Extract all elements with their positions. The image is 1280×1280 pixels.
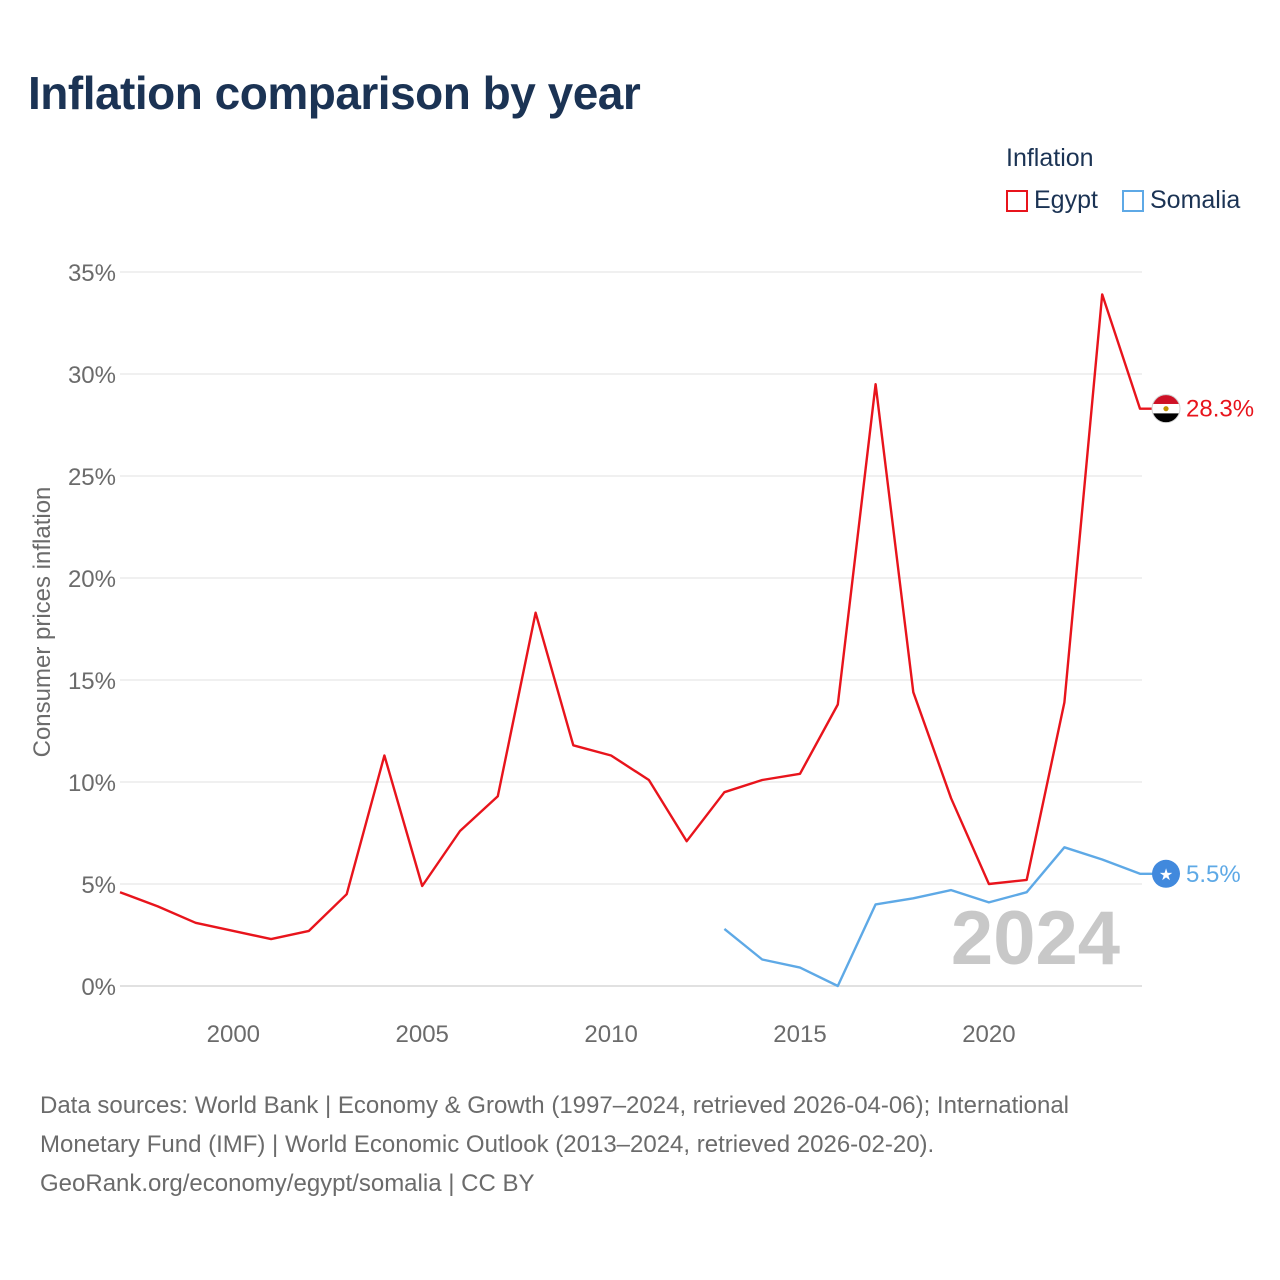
end-label-egypt: 28.3%: [1186, 396, 1254, 423]
svg-text:★: ★: [1159, 865, 1173, 884]
inflation-line-chart: 0%5%10%15%20%25%30%35% 2000 2005 2010 2015 2…: [29, 260, 1254, 1048]
year-watermark: 2024: [951, 896, 1120, 981]
x-axis-ticks: 2000 2005 2010 2015 2020: [207, 1021, 1016, 1048]
data-point-egypt[interactable]: [869, 377, 883, 391]
y-tick-label: 30%: [68, 362, 116, 389]
y-tick-label: 20%: [68, 566, 116, 593]
y-tick-label: 10%: [68, 770, 116, 797]
y-axis-label: Consumer prices inflation: [29, 487, 56, 758]
data-point-egypt[interactable]: [944, 791, 958, 805]
data-point-egypt[interactable]: [793, 767, 807, 781]
data-point-somalia[interactable]: [1133, 867, 1147, 881]
data-point-egypt[interactable]: [151, 899, 165, 913]
data-point-somalia[interactable]: [944, 883, 958, 897]
data-point-egypt[interactable]: [189, 916, 203, 930]
data-point-egypt[interactable]: [340, 887, 354, 901]
data-point-egypt[interactable]: [415, 879, 429, 893]
egypt-flag-icon: [1151, 394, 1181, 424]
data-point-egypt[interactable]: [1133, 402, 1147, 416]
legend-label-egypt: Egypt: [1034, 186, 1098, 214]
y-tick-label: 15%: [68, 668, 116, 695]
data-point-egypt[interactable]: [264, 932, 278, 946]
data-point-somalia[interactable]: [831, 979, 845, 993]
source-line-3: GeoRank.org/economy/egypt/somalia | CC B…: [40, 1170, 535, 1197]
grid-lines: [120, 271, 1142, 987]
y-tick-label: 35%: [68, 260, 116, 287]
legend-item-egypt[interactable]: Egypt: [1006, 186, 1098, 215]
data-point-somalia[interactable]: [755, 952, 769, 966]
y-axis-ticks: 0% 5% 10% 15% 20% 25% 30% 35%: [68, 260, 116, 1001]
legend-swatch-egypt: [1006, 189, 1028, 212]
data-point-egypt[interactable]: [1057, 695, 1071, 709]
x-tick-label: 2000: [207, 1021, 260, 1048]
data-point-egypt[interactable]: [906, 685, 920, 699]
y-tick-label: 5%: [81, 872, 116, 899]
data-point-egypt[interactable]: [755, 773, 769, 787]
x-tick-label: 2005: [396, 1021, 449, 1048]
x-tick-label: 2010: [584, 1021, 637, 1048]
y-tick-label: 25%: [68, 464, 116, 491]
series-line-egypt[interactable]: [119, 293, 1166, 941]
data-sources: Data sources: World Bank | Economy & Gro…: [40, 1086, 1240, 1203]
x-tick-label: 2020: [962, 1021, 1015, 1048]
data-point-somalia[interactable]: [1057, 840, 1071, 854]
data-point-somalia[interactable]: [869, 897, 883, 911]
source-line-1: Data sources: World Bank | Economy & Gro…: [40, 1092, 1070, 1119]
series-line-somalia[interactable]: [723, 846, 1166, 988]
data-point-egypt[interactable]: [1095, 287, 1109, 301]
legend-swatch-somalia: [1122, 189, 1144, 212]
data-point-somalia[interactable]: [906, 891, 920, 905]
chart-title: Inflation comparison by year: [28, 67, 641, 119]
data-point-somalia[interactable]: [1020, 885, 1034, 899]
data-point-egypt[interactable]: [831, 697, 845, 711]
data-point-somalia[interactable]: [717, 922, 731, 936]
data-point-somalia[interactable]: [982, 895, 996, 909]
data-point-egypt[interactable]: [529, 606, 543, 620]
series-lines: [113, 287, 1166, 993]
data-point-egypt[interactable]: [642, 773, 656, 787]
somalia-flag-icon: ★: [1152, 859, 1180, 888]
data-point-egypt[interactable]: [377, 748, 391, 762]
source-line-2: Monetary Fund (IMF) | World Economic Out…: [40, 1131, 935, 1158]
data-point-egypt[interactable]: [113, 885, 127, 899]
data-point-egypt[interactable]: [717, 785, 731, 799]
data-point-egypt[interactable]: [566, 738, 580, 752]
data-point-egypt[interactable]: [453, 824, 467, 838]
series-end-markers: 28.3% ★ 5.5%: [1151, 394, 1254, 888]
legend-title: Inflation: [1006, 144, 1094, 172]
data-point-egypt[interactable]: [982, 877, 996, 891]
data-point-somalia[interactable]: [1095, 853, 1109, 867]
legend-label-somalia: Somalia: [1150, 186, 1241, 214]
data-point-somalia[interactable]: [793, 961, 807, 975]
data-point-egypt[interactable]: [491, 789, 505, 803]
data-point-egypt[interactable]: [680, 834, 694, 848]
data-point-egypt[interactable]: [302, 924, 316, 938]
end-label-somalia: 5.5%: [1186, 861, 1241, 888]
x-tick-label: 2015: [773, 1021, 826, 1048]
legend-item-somalia[interactable]: Somalia: [1122, 186, 1240, 215]
data-point-egypt[interactable]: [604, 748, 618, 762]
data-point-egypt[interactable]: [226, 924, 240, 938]
y-tick-label: 0%: [81, 974, 116, 1001]
